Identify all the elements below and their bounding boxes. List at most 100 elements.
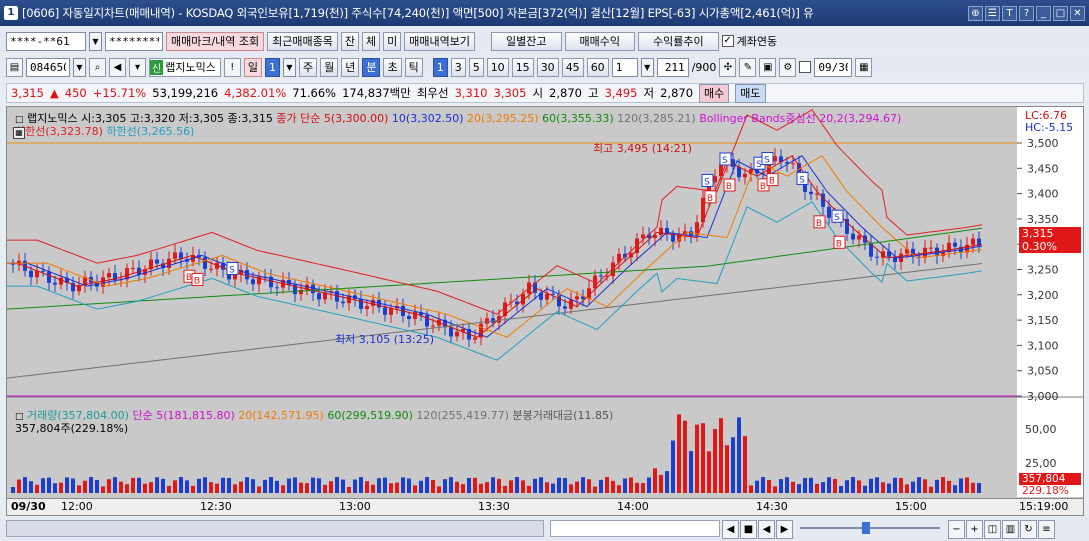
volume-bar [827, 477, 831, 493]
split-view-icon[interactable]: ▥ [1002, 520, 1019, 539]
chart-scrollbar[interactable] [6, 520, 544, 537]
interval-10[interactable]: 10 [486, 57, 509, 77]
calendar-icon[interactable]: ▦ [855, 57, 873, 77]
save-icon[interactable]: ▣ [759, 57, 777, 77]
trade-profit-button[interactable]: 매매수익 [564, 31, 635, 51]
candle-body [209, 268, 213, 270]
maximize-button[interactable]: □ [1053, 5, 1068, 21]
display-count-input[interactable] [656, 57, 689, 77]
date-checkbox[interactable] [799, 61, 812, 73]
draw-icon[interactable]: ✎ [739, 57, 757, 77]
config-icon[interactable]: ≡ [1038, 520, 1055, 539]
candle-body [47, 271, 51, 283]
view-toggle-icon[interactable]: ◫ [984, 520, 1001, 539]
candle-body [341, 301, 345, 304]
font-icon[interactable]: T [1002, 5, 1017, 21]
volume: 53,199,216 [152, 86, 219, 100]
account-dropdown[interactable]: ▼ [89, 31, 102, 51]
alert-icon[interactable]: ! [223, 57, 241, 77]
settings-icon[interactable]: ⚙ [779, 57, 797, 77]
zoom-slider-handle[interactable] [862, 522, 870, 534]
stock-code-input[interactable] [26, 57, 70, 77]
interval-45[interactable]: 45 [561, 57, 584, 77]
volume-bar [533, 478, 537, 493]
password-field[interactable] [105, 31, 163, 51]
sell-mark [719, 152, 732, 166]
low-label: 저 [643, 86, 655, 100]
layout-icon[interactable]: ▤ [6, 57, 23, 77]
period-year-button[interactable]: 년 [341, 57, 360, 77]
time-label-1230: 12:30 [200, 500, 232, 513]
profit-trend-button[interactable]: 수익률추이 [637, 31, 719, 51]
menu-icon[interactable]: ☰ [985, 5, 1000, 21]
count-input[interactable] [611, 57, 638, 77]
count-dropdown[interactable]: ▼ [640, 57, 654, 77]
window-number-badge: 1 [4, 6, 18, 20]
mark-label: S [229, 265, 235, 275]
interval-30[interactable]: 30 [536, 57, 559, 77]
close-button[interactable]: ✕ [1070, 5, 1085, 21]
date-input[interactable] [814, 57, 853, 77]
search-icon[interactable]: ⌕ [89, 57, 106, 77]
candle-body [791, 163, 795, 165]
tab-executed[interactable]: 체 [362, 31, 381, 51]
refresh-icon[interactable]: ↻ [1020, 520, 1037, 539]
volume-bar [431, 479, 435, 493]
stock-code-dropdown[interactable]: ▼ [73, 57, 86, 77]
interval-60[interactable]: 60 [586, 57, 609, 77]
dropdown-icon[interactable]: ▾ [129, 57, 146, 77]
period-month-button[interactable]: 월 [320, 57, 339, 77]
tab-unfilled[interactable]: 미 [383, 31, 402, 51]
volume-bar [749, 485, 753, 493]
scroll-first-icon[interactable]: ◀ [722, 520, 739, 539]
zoom-slider[interactable] [800, 527, 940, 529]
candle-body [275, 287, 279, 289]
scroll-thumb-area[interactable] [550, 520, 720, 537]
price-legend-line2: 상한선(3,323.78) 하한선(3,265.56) [15, 123, 194, 139]
speaker-icon[interactable]: ◀ [109, 57, 126, 77]
interval-3[interactable]: 3 [450, 57, 466, 77]
candle-body [407, 316, 411, 320]
volume-bar [617, 485, 621, 493]
buy-button[interactable]: 매수 [699, 83, 730, 103]
period-dropdown[interactable]: ▼ [282, 57, 296, 77]
scroll-prev-icon[interactable]: ◀ [758, 520, 775, 539]
grid-toggle-icon[interactable]: ▦ [13, 127, 25, 139]
link-icon[interactable]: ⊕ [968, 5, 983, 21]
stock-name-box[interactable]: 신 랩지노믹스 [149, 57, 221, 77]
trade-marks-button[interactable]: 매매마크/내역 조회 [166, 31, 265, 51]
link-account-checkbox[interactable]: ✓ [721, 35, 734, 47]
chart-tools-icon[interactable]: ✣ [719, 57, 737, 77]
period-week-button[interactable]: 주 [298, 57, 318, 77]
interval-1[interactable]: 1 [432, 57, 448, 77]
interval-5[interactable]: 5 [468, 57, 484, 77]
period-day-button[interactable]: 일 [243, 57, 262, 77]
help-icon[interactable]: ? [1019, 5, 1034, 21]
period-minute-button[interactable]: 분 [362, 57, 381, 77]
scroll-stop-icon[interactable]: ■ [740, 520, 757, 539]
interval-15[interactable]: 15 [511, 57, 534, 77]
minimize-button[interactable]: _ [1036, 5, 1051, 21]
zoom-in-icon[interactable]: + [966, 520, 983, 539]
daily-balance-button[interactable]: 일별잔고 [491, 31, 562, 51]
time-label-1500: 15:00 [895, 500, 927, 513]
volume-bar [569, 484, 573, 493]
account-input[interactable] [6, 31, 86, 51]
trade-history-button[interactable]: 매매내역보기 [404, 31, 476, 51]
price-summary-bar: 3,315 ▲ 450 +15.71% 53,199,216 4,382.01%… [6, 83, 1084, 103]
open-label: 시 [532, 86, 544, 100]
tab-balance[interactable]: 잔 [340, 31, 360, 51]
volume-bar [395, 482, 399, 493]
period-second-button[interactable]: 초 [383, 57, 402, 77]
volume-bar [185, 480, 189, 493]
period-value[interactable]: 1 [264, 57, 280, 77]
scroll-next-icon[interactable]: ▶ [776, 520, 793, 539]
high-annotation: 최고 3,495 (14:21) [593, 142, 693, 155]
recent-trades-button[interactable]: 최근매매종목 [267, 31, 338, 51]
period-tick-button[interactable]: 틱 [404, 57, 423, 77]
candle-body [701, 197, 705, 223]
sell-button[interactable]: 매도 [735, 83, 766, 103]
zoom-out-icon[interactable]: − [948, 520, 965, 539]
